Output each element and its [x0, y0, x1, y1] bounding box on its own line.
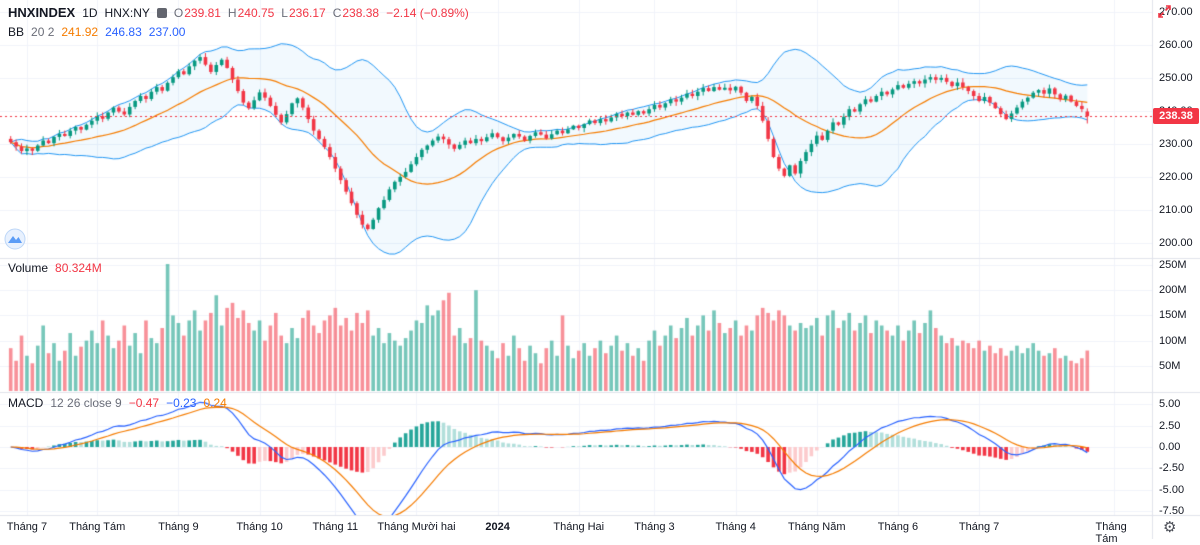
bb-legend[interactable]: BB 20 2 241.92 246.83 237.00: [8, 25, 185, 39]
time-tick-label: Tháng 11: [312, 521, 359, 533]
time-tick-label: Tháng Năm: [788, 521, 846, 533]
symbol-legend[interactable]: HNXINDEX 1D HNX:NY O 239.81 H 240.75 L 236.…: [8, 5, 469, 20]
volume-label: Volume: [8, 261, 49, 275]
open-label: O: [173, 5, 184, 20]
symbol-name[interactable]: HNXINDEX: [8, 5, 76, 20]
macd-tick-label: 2.50: [1159, 419, 1181, 432]
bb-basis-value: 241.92: [61, 25, 99, 39]
high-label: H: [227, 5, 237, 20]
volume-tick-label: 50M: [1159, 359, 1181, 372]
low-label: L: [281, 5, 288, 20]
bb-lower-value: 237.00: [148, 25, 186, 39]
exchange-label[interactable]: HNX:NY: [104, 5, 150, 20]
time-tick-label: Tháng 7: [6, 521, 48, 533]
volume-tick-label: 150M: [1159, 309, 1187, 322]
bb-name: BB: [8, 25, 25, 39]
macd-params: 12 26 close 9: [50, 396, 122, 410]
interval-label[interactable]: 1D: [82, 5, 98, 20]
macd-tick-label: 0.00: [1159, 441, 1181, 453]
right-axis[interactable]: 270.00260.00250.00240.00230.00220.00210.…: [1153, 0, 1200, 517]
high-value: 240.75: [237, 5, 275, 20]
time-tick-label: Tháng 7: [958, 521, 1000, 533]
macd-tick-label: -5.00: [1159, 483, 1185, 496]
maximize-icon[interactable]: [1158, 5, 1171, 23]
volume-tick-label: 200M: [1159, 284, 1187, 297]
time-tick-label: Tháng 9: [158, 521, 199, 533]
volume-tick-label: 250M: [1159, 259, 1187, 272]
price-tick-label: 220.00: [1159, 170, 1193, 183]
macd-tick-label: -2.50: [1159, 462, 1185, 475]
settings-icon[interactable]: ⚙: [1163, 519, 1177, 536]
time-tick-label: 2024: [485, 521, 510, 533]
low-value: 236.17: [288, 5, 326, 20]
macd-tick-label: 5.00: [1159, 398, 1181, 411]
price-tick-label: 230.00: [1159, 137, 1193, 150]
macd-legend[interactable]: MACD 12 26 close 9 −0.47 −0.23 0.24: [8, 396, 227, 410]
macd-signal-value: 0.24: [203, 396, 227, 410]
macd-tick-label: -7.50: [1159, 504, 1185, 517]
price-tick-label: 250.00: [1159, 71, 1193, 84]
macd-label: MACD: [8, 396, 44, 410]
price-tick-label: 210.00: [1159, 203, 1193, 216]
time-tick-label: Tháng 4: [715, 521, 756, 533]
close-value: 238.38: [342, 5, 380, 20]
volume-tick-label: 100M: [1159, 334, 1187, 347]
macd-line-value: −0.23: [166, 396, 197, 410]
time-tick-label: Tháng Tám: [1095, 521, 1127, 545]
bb-upper-value: 246.83: [105, 25, 142, 39]
exchange-logo-icon: [156, 7, 167, 18]
open-value: 239.81: [184, 5, 221, 20]
watermark-logo-icon[interactable]: [4, 228, 26, 255]
macd-hist-value: −0.47: [128, 396, 160, 410]
price-tick-label: 200.00: [1159, 236, 1193, 249]
time-tick-label: Tháng 3: [634, 521, 675, 533]
change-value: −2.14 (−0.89%): [386, 5, 469, 20]
volume-legend[interactable]: Volume 80.324M: [8, 261, 102, 275]
price-tick-label: 260.00: [1159, 38, 1193, 51]
close-label: C: [332, 5, 342, 20]
time-tick-label: Tháng Hai: [553, 521, 605, 533]
volume-value: 80.324M: [55, 261, 102, 275]
time-tick-label: Tháng 10: [236, 521, 283, 533]
bb-params: 20 2: [31, 25, 55, 39]
time-tick-label: Tháng Mười hai: [377, 521, 456, 533]
last-price-badge: 238.38: [1153, 108, 1199, 125]
time-axis[interactable]: Tháng 7 Tháng Tám Tháng 9 Tháng 10 Tháng 11 T…: [0, 515, 1152, 545]
time-tick-label: Tháng Tám: [69, 521, 126, 533]
time-tick-label: Tháng 6: [877, 521, 919, 533]
